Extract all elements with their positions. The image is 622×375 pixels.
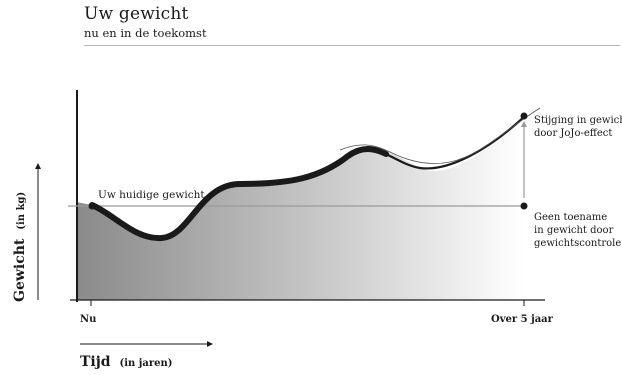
annotation-yoyo-line2: door JoJo-effect — [534, 128, 612, 139]
x-axis-label: Tijd (in jaren) — [80, 354, 172, 370]
x-tick-label-nu: Nu — [80, 314, 96, 325]
weight-curve-highlight — [339, 107, 541, 164]
weight-area-fill — [76, 117, 524, 300]
annotation-current-weight: Uw huidige gewicht — [98, 189, 205, 201]
y-axis-label: Gewicht (in kg) — [12, 192, 28, 302]
weight-curve-tail — [385, 116, 525, 170]
point-controlled-weight — [520, 202, 528, 210]
annotation-controlled-line2: in gewicht door — [534, 225, 614, 236]
point-yoyo-weight — [520, 112, 528, 120]
weight-curve — [89, 146, 389, 242]
annotation-controlled-line3: gewichtscontrole — [534, 238, 621, 249]
y-axis-label-unit: (in kg) — [16, 192, 27, 230]
chart-title: Uw gewicht — [84, 4, 189, 24]
point-current-weight — [88, 202, 96, 210]
y-axis-label-main: Gewicht — [12, 238, 28, 302]
x-tick-label-over-5-jaar: Over 5 jaar — [491, 314, 554, 325]
x-axis-label-unit: (in jaren) — [119, 358, 172, 369]
x-axis-label-main: Tijd — [80, 354, 111, 370]
annotation-controlled-line1: Geen toename — [534, 212, 607, 223]
title-divider — [84, 45, 620, 46]
chart-subtitle: nu en in de toekomst — [84, 26, 207, 40]
annotation-yoyo-line1: Stijging in gewicht — [534, 115, 622, 126]
